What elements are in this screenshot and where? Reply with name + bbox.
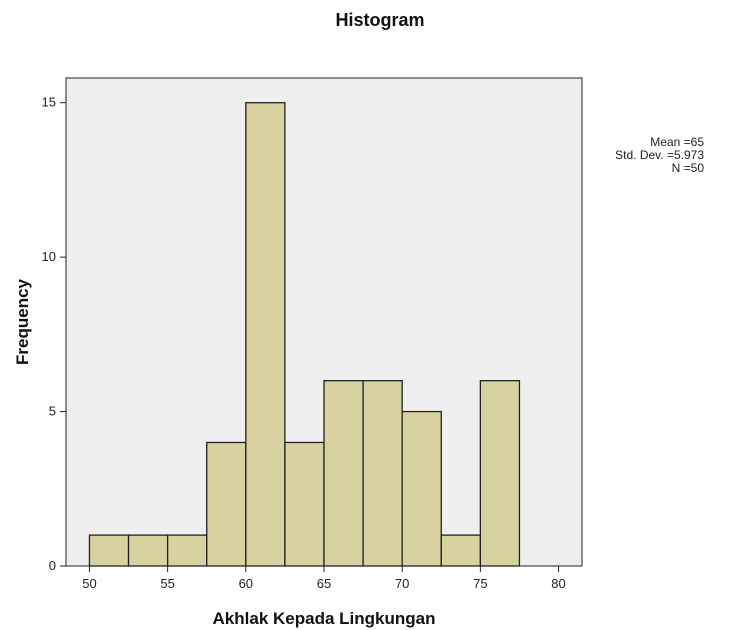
stats-box: Mean =65 Std. Dev. =5.973 N =50	[600, 136, 720, 175]
histogram-bar	[166, 534, 208, 567]
y-axis-label: Frequency	[13, 278, 32, 365]
x-tick-label: 65	[317, 576, 331, 591]
x-tick-label: 75	[473, 576, 487, 591]
x-tick-label: 70	[395, 576, 409, 591]
histogram-bar	[284, 441, 325, 567]
y-tick-label: 10	[42, 249, 56, 264]
mean-stat: Mean =65	[650, 135, 704, 149]
x-tick-label: 55	[160, 576, 174, 591]
y-tick-label: 0	[49, 558, 56, 573]
x-tick-label: 60	[239, 576, 253, 591]
histogram-bar	[401, 410, 442, 567]
histogram-bar	[206, 441, 247, 567]
histogram-bar	[440, 534, 482, 567]
histogram-bar	[362, 380, 403, 567]
x-tick-label: 80	[551, 576, 565, 591]
histogram-bar	[127, 534, 169, 567]
std-dev-stat: Std. Dev. =5.973	[615, 148, 704, 162]
histogram-bar	[323, 380, 364, 567]
x-axis-label: Akhlak Kepada Lingkungan	[213, 609, 436, 628]
y-tick-label: 15	[42, 95, 56, 110]
x-tick-label: 50	[82, 576, 96, 591]
histogram-bar	[88, 534, 130, 567]
histogram-bar	[245, 102, 286, 567]
histogram-bar	[479, 380, 521, 567]
n-stat: N =50	[671, 161, 704, 175]
y-tick-label: 5	[49, 404, 56, 419]
chart-title: Histogram	[335, 10, 425, 30]
